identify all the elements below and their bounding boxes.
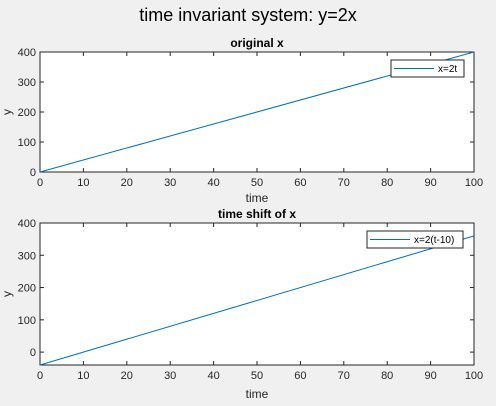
x-tick-label-original-x-10: 10	[77, 177, 89, 189]
x-tick-label-original-x-60: 60	[294, 177, 306, 189]
x-tick-label-original-x-80: 80	[381, 177, 393, 189]
x-tick-label-time-shift-30: 30	[164, 370, 176, 382]
ylabel-time-shift: y	[0, 291, 14, 297]
x-tick-label-time-shift-90: 90	[424, 370, 436, 382]
x-tick-label-time-shift-20: 20	[121, 370, 133, 382]
x-tick-label-time-shift-80: 80	[381, 370, 393, 382]
x-tick-label-time-shift-0: 0	[37, 370, 43, 382]
x-tick-label-time-shift-40: 40	[207, 370, 219, 382]
x-tick-label-time-shift-100: 100	[465, 370, 483, 382]
x-tick-label-original-x-40: 40	[207, 177, 219, 189]
figure-title: time invariant system: y=2x	[139, 5, 357, 25]
legend-entry-time-shift: x=2(t-10)	[414, 235, 454, 246]
x-tick-label-original-x-20: 20	[121, 177, 133, 189]
y-tick-label-time-shift-100: 100	[18, 315, 36, 327]
axes-title-original-x: original x	[230, 36, 284, 50]
x-tick-label-original-x-50: 50	[251, 177, 263, 189]
y-tick-label-original-x-200: 200	[18, 107, 36, 119]
x-tick-label-original-x-70: 70	[338, 177, 350, 189]
x-tick-label-time-shift-10: 10	[77, 370, 89, 382]
y-tick-label-original-x-100: 100	[18, 137, 36, 149]
y-tick-label-original-x-400: 400	[18, 47, 36, 59]
x-tick-label-time-shift-50: 50	[251, 370, 263, 382]
y-tick-label-time-shift-300: 300	[18, 250, 36, 262]
lines-time-shift	[39, 235, 475, 366]
y-tick-label-time-shift-200: 200	[18, 283, 36, 295]
y-tick-label-time-shift-0: 0	[30, 347, 36, 359]
xlabel-time-shift: time	[246, 387, 269, 401]
series-line-time-shift-0	[39, 235, 475, 366]
legend-entry-original-x: x=2t	[438, 64, 457, 75]
axes-title-time-shift: time shift of x	[218, 207, 296, 221]
y-tick-label-original-x-0: 0	[30, 167, 36, 179]
x-tick-label-original-x-100: 100	[465, 177, 483, 189]
x-tick-label-time-shift-60: 60	[294, 370, 306, 382]
legend-time-shift: x=2(t-10)	[366, 230, 464, 249]
ylabel-original-x: y	[0, 109, 14, 115]
xlabel-original-x: time	[246, 191, 269, 205]
legend-original-x: x=2t	[390, 59, 465, 78]
y-tick-label-time-shift-400: 400	[18, 218, 36, 230]
y-tick-label-original-x-300: 300	[18, 77, 36, 89]
x-tick-label-original-x-0: 0	[37, 177, 43, 189]
axes-time-shift: time shift of x time y 0 10 20 30 40 50 60 70 80…	[0, 207, 483, 401]
x-tick-label-original-x-90: 90	[424, 177, 436, 189]
x-tick-label-time-shift-70: 70	[338, 370, 350, 382]
ticks-original-x: 0 10 20 30 40 50 60 70 80 90 100 0 100 200 300 400	[18, 47, 484, 189]
ticks-time-shift: 0 10 20 30 40 50 60 70 80 90 100 0 100 200 300 400	[18, 218, 484, 382]
legend-box-time-shift	[366, 230, 464, 249]
axes-original-x: original x time y 0 10 20 30 40 50 60 70 80 90 100…	[0, 36, 483, 205]
x-tick-label-original-x-30: 30	[164, 177, 176, 189]
